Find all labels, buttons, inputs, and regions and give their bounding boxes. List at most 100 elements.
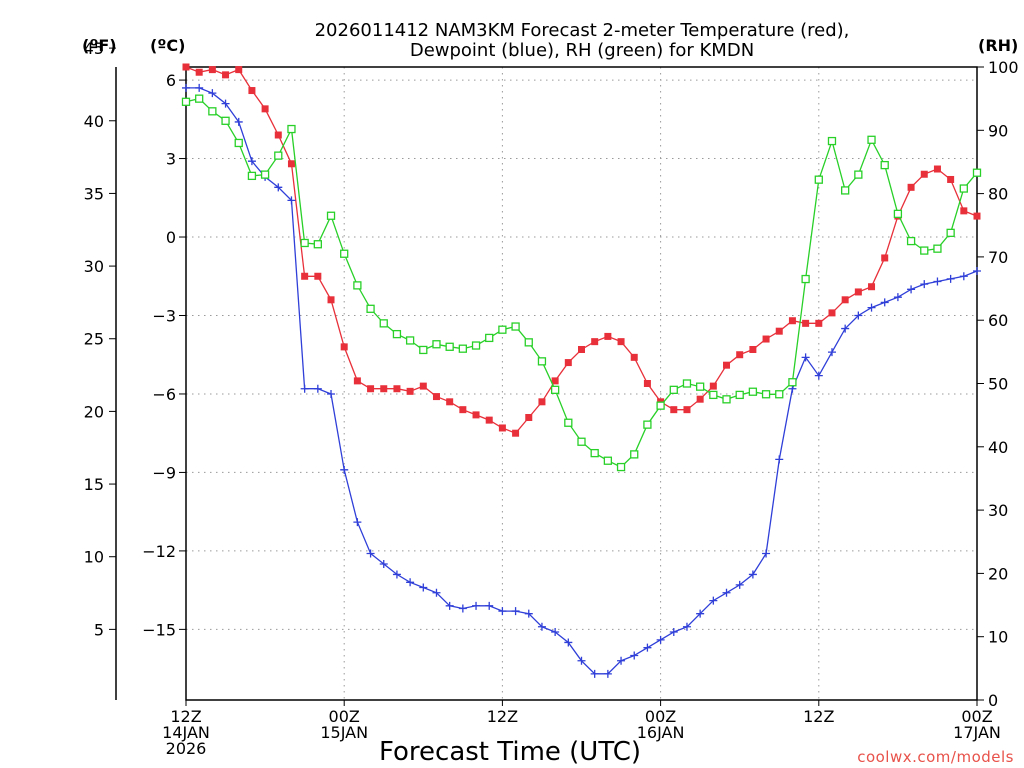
2-meter-temperature-point	[723, 361, 731, 369]
dewpoint-point	[485, 601, 494, 610]
2-meter-temperature-point	[472, 411, 480, 419]
rh-point	[511, 322, 520, 331]
rh-point	[432, 340, 441, 349]
2-meter-temperature-point	[459, 406, 467, 414]
2-meter-temperature-point	[643, 380, 651, 387]
rh-point	[445, 342, 454, 351]
dewpoint-point	[366, 549, 375, 558]
rh-point	[340, 249, 349, 258]
rh-point	[814, 175, 823, 184]
dewpoint-point	[208, 89, 217, 98]
2-meter-temperature-point	[933, 165, 941, 173]
rh-point	[709, 390, 718, 400]
2-meter-temperature-point	[591, 338, 599, 346]
rh-point	[550, 385, 560, 394]
dewpoint-point	[696, 609, 705, 618]
2-meter-temperature-point	[538, 398, 546, 406]
dewpoint-point	[340, 465, 349, 474]
rh-point	[880, 160, 889, 170]
2-meter-temperature-line	[185, 66, 978, 434]
dewpoint-point	[247, 157, 256, 166]
2-meter-temperature-point	[498, 424, 506, 432]
2-meter-temperature-point	[881, 254, 889, 262]
dewpoint-point	[419, 583, 428, 592]
2-meter-temperature-point	[973, 212, 981, 220]
2-meter-temperature-point	[564, 359, 572, 367]
rh-point	[603, 456, 613, 465]
fahrenheit-tick-label: 45	[84, 39, 104, 58]
2-meter-temperature-point	[578, 345, 585, 353]
series-layer	[181, 63, 982, 678]
2-meter-temperature-point	[195, 68, 203, 76]
2-meter-temperature-point	[788, 317, 796, 325]
rh-point	[696, 382, 705, 391]
2-meter-temperature-point	[419, 382, 427, 390]
rh-point	[630, 450, 639, 459]
rh-tick-label: 10	[988, 628, 1008, 647]
dewpoint-point	[603, 669, 612, 678]
rh-point	[260, 170, 270, 179]
dewpoint-point	[182, 83, 190, 92]
dewpoint-point	[498, 607, 507, 616]
rh-point	[471, 341, 481, 350]
dewpoint-point	[867, 303, 876, 312]
rh-point	[854, 170, 863, 179]
2-meter-temperature-point	[248, 87, 256, 95]
2-meter-temperature-point	[182, 63, 190, 71]
rh-point	[933, 244, 942, 253]
rh-point	[748, 387, 758, 396]
dewpoint-point	[775, 455, 784, 464]
rh-tick-label: 60	[988, 311, 1008, 330]
2-meter-temperature-point	[709, 382, 717, 390]
dewpoint-point	[524, 609, 533, 618]
2-meter-temperature-point	[775, 327, 783, 335]
2-meter-temperature-point	[841, 296, 849, 304]
fahrenheit-tick-label: 10	[84, 548, 104, 567]
rh-tick-label: 20	[988, 564, 1008, 583]
dewpoint-point	[458, 604, 467, 613]
rh-point	[366, 304, 375, 313]
x-tick-label: 15JAN	[320, 723, 368, 742]
rh-point	[906, 236, 916, 246]
dewpoint-point	[392, 570, 401, 579]
dewpoint-point	[221, 99, 230, 108]
rh-tick-label: 40	[988, 438, 1008, 457]
rh-point	[761, 390, 771, 399]
fahrenheit-tick-label: 5	[94, 620, 104, 639]
x-tick-label: 00Z	[961, 707, 992, 726]
rh-point	[392, 329, 402, 339]
rh-point	[577, 437, 586, 446]
dewpoint-point	[445, 601, 454, 610]
rh-point	[616, 462, 626, 472]
celsius-tick-label: 3	[166, 150, 176, 169]
rh-point	[801, 274, 810, 284]
rh-point	[208, 107, 217, 116]
chart-title-line-2: Dewpoint (blue), RH (green) for KMDN	[410, 40, 754, 61]
dewpoint-point	[880, 298, 889, 307]
x-tick-label: 00Z	[645, 707, 676, 726]
rh-point	[827, 136, 837, 146]
dewpoint-point	[735, 580, 744, 589]
rh-point	[326, 211, 336, 220]
2-meter-temperature-point	[235, 66, 243, 74]
rh-tick-label: 100	[988, 58, 1019, 77]
dewpoint-point	[709, 596, 718, 605]
celsius-tick-label: −15	[142, 620, 176, 639]
2-meter-temperature-point	[406, 387, 414, 395]
rh-point	[485, 333, 494, 343]
rh-tick-label: 80	[988, 185, 1008, 204]
x-tick-label: 14JAN	[162, 723, 210, 742]
dewpoint-point	[472, 601, 481, 610]
rh-point	[300, 238, 309, 248]
rh-point	[920, 246, 929, 255]
dewpoint-point	[814, 371, 823, 380]
rh-point	[775, 390, 784, 399]
2-meter-temperature-point	[301, 272, 309, 280]
dewpoint-point	[748, 570, 757, 579]
credit-text: coolwx.com/models	[857, 748, 1014, 766]
2-meter-temperature-point	[222, 71, 230, 79]
rh-unit-label: (RH)	[978, 36, 1018, 55]
rh-point	[643, 420, 652, 429]
2-meter-temperature-point	[604, 332, 612, 340]
